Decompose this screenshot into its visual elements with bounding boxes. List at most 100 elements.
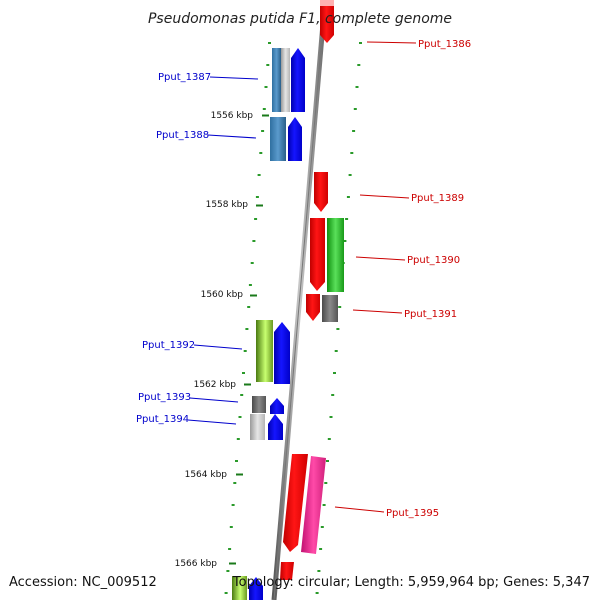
gene-arrow	[320, 0, 334, 43]
guide-dot	[231, 504, 235, 506]
guide-dot	[242, 372, 245, 374]
guide-dot	[235, 460, 238, 462]
gene-arrow	[270, 398, 284, 414]
gene-feature-block	[250, 414, 265, 440]
guide-dot	[350, 152, 354, 154]
gene-pput-1390[interactable]: Pput_1390	[310, 218, 460, 292]
tick-label: 1564 kbp	[185, 470, 228, 480]
guide-dot	[264, 86, 268, 88]
gene-label: Pput_1389	[411, 193, 464, 204]
guide-dot	[261, 130, 265, 132]
topology-text: Topology: circular; Length: 5,959,964 bp…	[232, 575, 590, 590]
gene-arrow	[268, 414, 283, 440]
gene-pput-1394[interactable]: Pput_1394	[136, 414, 283, 440]
gene-pput-1392[interactable]: Pput_1392	[142, 320, 290, 384]
guide-dot	[345, 218, 349, 220]
guide-dot	[259, 152, 263, 154]
gene-feature-block	[320, 0, 334, 6]
gene-label: Pput_1394	[136, 414, 189, 425]
tick-mark	[250, 294, 257, 297]
gene-feature-block	[252, 396, 266, 413]
tick-label: 1562 kbp	[194, 380, 237, 390]
guide-dot	[266, 64, 270, 66]
partial-gene-features	[232, 562, 294, 600]
gene-label: Pput_1392	[142, 340, 195, 351]
gene-arrow	[288, 117, 302, 161]
gene-feature-block	[322, 295, 338, 322]
label-leader	[334, 506, 385, 513]
guide-dot	[343, 240, 347, 242]
guide-dot	[229, 526, 233, 528]
guide-dot	[338, 306, 342, 308]
tick-label: 1560 kbp	[201, 290, 244, 300]
scale-ticks	[229, 114, 269, 565]
guide-dot	[262, 108, 266, 110]
guide-dot	[357, 64, 361, 66]
guide-dot	[333, 372, 336, 374]
tick-mark	[256, 204, 263, 207]
gene-pput-1393[interactable]: Pput_1393	[138, 392, 284, 414]
label-leader	[366, 41, 417, 44]
gene-feature-block	[256, 320, 273, 382]
tick-label: 1556 kbp	[211, 111, 254, 121]
guide-dot	[250, 262, 254, 264]
gene-arrow	[310, 218, 325, 291]
guide-dot	[240, 394, 244, 396]
guide-dot	[324, 482, 328, 484]
guide-dot	[243, 350, 247, 352]
label-leader	[189, 397, 239, 403]
gene-feature-block	[232, 576, 247, 600]
accession-text: Accession: NC_009512	[9, 575, 157, 590]
label-leader	[209, 76, 259, 80]
gene-feature-block	[301, 456, 326, 554]
guide-dot	[233, 482, 237, 484]
label-leader	[207, 134, 257, 139]
guide-dot	[334, 350, 338, 352]
gene-label: Pput_1388	[156, 130, 209, 141]
scale-tick-labels: 1556 kbp 1558 kbp 1560 kbp 1562 kbp 1564…	[175, 111, 254, 569]
guide-dot	[320, 526, 324, 528]
gene-pput-1391[interactable]: Pput_1391	[306, 294, 457, 322]
gene-label: Pput_1391	[404, 309, 457, 320]
guide-dot	[268, 42, 271, 44]
label-leader	[193, 344, 243, 350]
guide-dot	[346, 196, 350, 198]
gene-feature-block	[281, 48, 290, 112]
guide-dot	[352, 130, 356, 132]
guide-dot	[254, 218, 258, 220]
gene-pput-1386[interactable]: Pput_1386	[320, 0, 471, 50]
guide-dot	[252, 240, 256, 242]
guide-dot	[226, 570, 230, 572]
gene-arrow	[249, 577, 263, 600]
label-leader	[352, 309, 403, 314]
guide-dot	[355, 86, 359, 88]
guide-dot	[353, 108, 357, 110]
gene-feature-block	[327, 218, 344, 292]
guide-dot	[359, 42, 362, 44]
gene-pput-1389[interactable]: Pput_1389	[314, 172, 464, 212]
tick-mark	[244, 383, 251, 386]
guide-dot	[228, 548, 232, 550]
guide-dot	[348, 174, 352, 176]
tick-mark	[236, 473, 243, 476]
guide-dot	[238, 416, 242, 418]
guide-dot	[236, 438, 240, 440]
page-title: Pseudomonas putida F1, complete genome	[148, 11, 452, 27]
guide-dot	[331, 394, 335, 396]
tick-label: 1558 kbp	[206, 200, 249, 210]
guide-dot	[248, 284, 252, 286]
gene-feature-block	[270, 117, 286, 161]
guide-dot	[326, 460, 329, 462]
gene-pput-1387[interactable]: Pput_1387	[158, 48, 305, 112]
guide-dot	[255, 196, 259, 198]
guide-dot	[257, 174, 261, 176]
guide-dot	[247, 306, 251, 308]
gene-pput-1395[interactable]: Pput_1395	[283, 454, 439, 554]
gene-arrow	[291, 48, 305, 112]
guide-dot	[317, 570, 321, 572]
guide-dot	[319, 548, 323, 550]
gene-label: Pput_1390	[407, 255, 460, 266]
tick-mark	[229, 562, 236, 565]
gene-pput-1388[interactable]: Pput_1388	[156, 117, 302, 161]
label-leader	[355, 256, 406, 261]
